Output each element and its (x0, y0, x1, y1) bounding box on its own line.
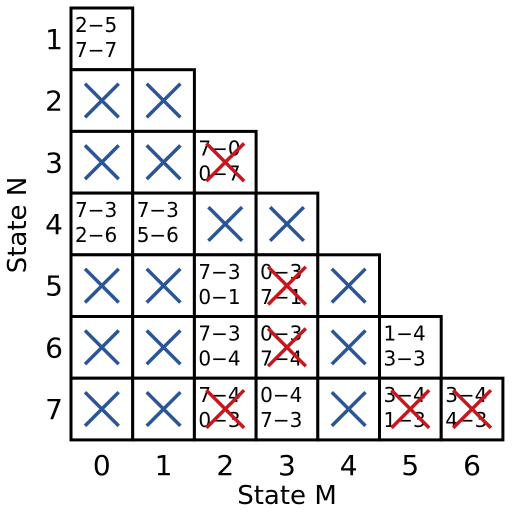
cross-mark (145, 144, 182, 181)
cell-text: 2−6 (75, 223, 117, 247)
cross-mark (330, 267, 367, 304)
cell-text: 0−1 (198, 285, 240, 309)
cross-mark (207, 205, 244, 243)
cell-text: 7−3 (198, 260, 240, 284)
row-label: 2 (45, 85, 63, 118)
cell-text: 0−4 (260, 383, 302, 407)
cell-text: 7−3 (75, 198, 117, 222)
cell (378, 315, 443, 380)
cell (69, 191, 135, 257)
column-label: 0 (93, 449, 111, 482)
cross-mark (330, 390, 367, 428)
red-cross-mark (451, 388, 493, 430)
red-cross-mark (266, 265, 308, 306)
cross-mark (330, 329, 367, 366)
cross-mark (145, 390, 182, 428)
cell-text: 0−3 (198, 408, 240, 432)
cell-text: 7−1 (260, 285, 302, 309)
cell-text: 7−3 (260, 408, 302, 432)
column-label: 5 (401, 449, 419, 482)
cell-text: 7−3 (198, 322, 240, 346)
cell-text: 0−4 (198, 347, 240, 371)
cell-text: 1−3 (384, 408, 426, 432)
cross-mark (83, 390, 120, 428)
cell-text: 7−3 (137, 198, 179, 222)
row-label: 5 (45, 270, 63, 303)
red-cross-mark (390, 388, 431, 430)
cell-text: 7−7 (75, 38, 117, 62)
column-label: 4 (340, 449, 358, 482)
cross-mark (145, 329, 182, 366)
cell-text: 3−3 (384, 347, 426, 371)
x-axis-title: State M (237, 481, 337, 511)
y-axis-title: State N (3, 177, 33, 274)
cross-mark (268, 205, 306, 243)
cell-text: 0−7 (198, 161, 240, 185)
cross-mark (83, 329, 120, 366)
column-label: 6 (463, 449, 481, 482)
cross-mark (145, 267, 182, 304)
cell (439, 376, 505, 442)
column-label: 2 (216, 449, 234, 482)
cell-text: 5−6 (137, 223, 179, 247)
row-label: 3 (45, 146, 63, 179)
cell-text: 4−3 (445, 408, 487, 432)
cross-mark (83, 267, 120, 304)
column-label: 3 (278, 449, 296, 482)
cell-text: 1−4 (384, 322, 426, 346)
red-cross-mark (205, 142, 246, 183)
cross-mark (145, 82, 182, 119)
row-label: 1 (45, 23, 63, 56)
cell-text: 2−5 (75, 13, 117, 37)
column-label: 1 (155, 449, 173, 482)
cross-mark (83, 144, 120, 181)
cell-text: 7−4 (260, 347, 302, 371)
row-label: 7 (45, 393, 63, 426)
red-cross-mark (266, 327, 308, 368)
row-label: 6 (45, 331, 63, 364)
red-cross-mark (205, 388, 246, 430)
cross-mark (83, 82, 120, 119)
cell (192, 253, 258, 319)
row-label: 4 (45, 208, 63, 241)
cell (254, 376, 320, 442)
